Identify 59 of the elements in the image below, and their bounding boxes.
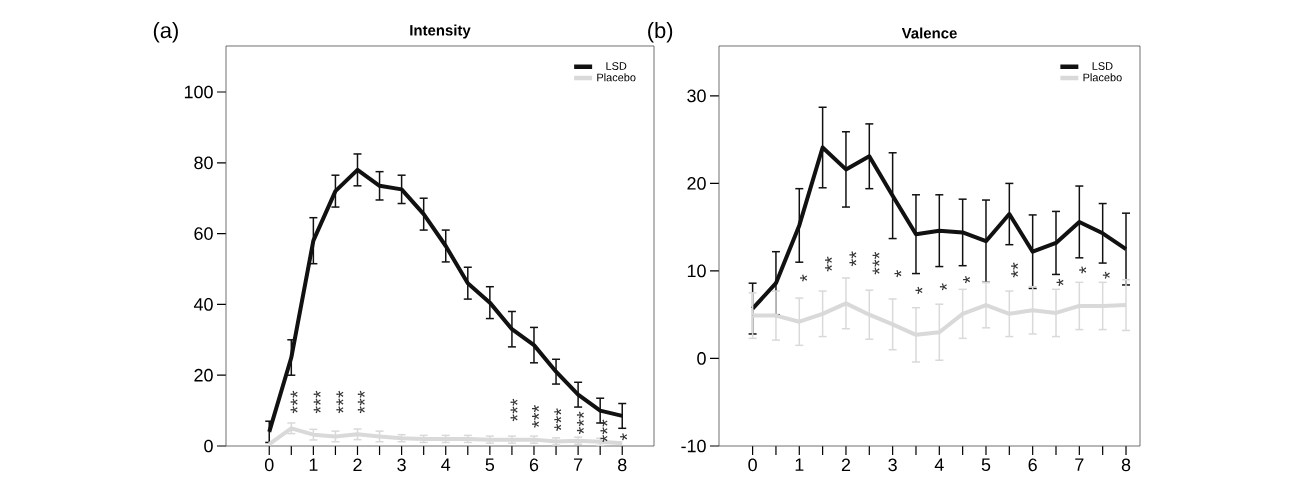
annotation: ** — [1011, 262, 1019, 278]
y-tick-label: 40 — [193, 298, 213, 311]
y-tick-label: 20 — [194, 368, 213, 382]
y-tick-label: 20 — [687, 177, 706, 190]
x-tick-label: 7 — [1075, 458, 1084, 471]
chart-title: Intensity — [410, 24, 471, 39]
annotation: *** — [576, 411, 584, 435]
annotation: *** — [313, 390, 321, 414]
y-tick-label: 30 — [687, 89, 706, 103]
annotation: *** — [872, 251, 880, 275]
y-tick-label: 0 — [697, 352, 706, 365]
annotation: *** — [532, 405, 540, 428]
x-tick-label: 2 — [353, 458, 362, 472]
annotation: * — [620, 433, 628, 441]
x-tick-label: 6 — [1028, 458, 1037, 472]
annotation: *** — [290, 390, 298, 414]
x-tick-label: 3 — [888, 458, 897, 472]
legend-label: LSD — [606, 62, 627, 70]
text: (a) — [153, 22, 178, 43]
annotation: ** — [849, 251, 857, 267]
x-tick-label: 4 — [441, 458, 451, 471]
annotation: * — [915, 286, 923, 294]
x-tick-label: 7 — [574, 458, 583, 471]
annotation: *** — [510, 398, 518, 422]
annotation: * — [1102, 271, 1110, 279]
x-tick-label: 2 — [841, 458, 851, 472]
x-tick-label: 5 — [485, 458, 495, 472]
chart-title: Valence — [901, 27, 957, 39]
annotation: * — [800, 274, 808, 282]
annotation: *** — [357, 390, 365, 414]
annotation: * — [963, 276, 971, 284]
y-tick-label: 10 — [687, 264, 706, 278]
annotation: ** — [824, 256, 832, 272]
x-tick-label: 1 — [795, 458, 804, 471]
annotation: * — [1079, 266, 1087, 274]
annotation: * — [939, 283, 947, 291]
y-tick-label: 0 — [204, 439, 213, 453]
annotation: * — [894, 270, 902, 278]
legend-label: LSD — [1092, 62, 1113, 70]
y-tick-label: 80 — [194, 156, 213, 170]
annotation: *** — [554, 408, 562, 431]
legend-label: Placebo — [1083, 73, 1122, 82]
x-tick-label: 8 — [1121, 458, 1131, 472]
x-tick-label: 1 — [309, 458, 318, 471]
x-tick-label: 4 — [934, 458, 944, 471]
annotation: *** — [600, 419, 608, 443]
x-tick-label: 6 — [529, 458, 539, 472]
y-tick-label: -10 — [681, 439, 706, 453]
x-tick-label: 8 — [618, 458, 627, 472]
y-tick-label: 100 — [184, 85, 213, 99]
legend-label: Placebo — [597, 73, 636, 82]
x-tick-label: 0 — [264, 458, 274, 472]
annotation: *** — [336, 390, 344, 414]
x-tick-label: 0 — [748, 458, 757, 472]
x-tick-label: 5 — [981, 458, 991, 472]
text: (b) — [648, 22, 673, 43]
x-tick-label: 3 — [397, 458, 406, 472]
y-tick-label: 60 — [194, 227, 213, 240]
annotation: * — [1056, 278, 1064, 286]
